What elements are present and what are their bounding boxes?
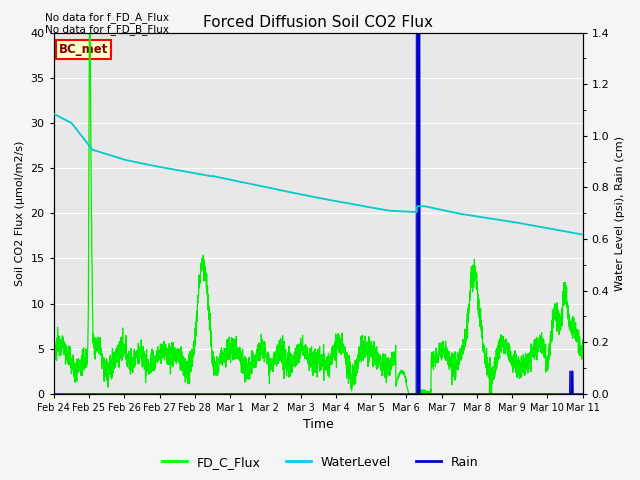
Y-axis label: Water Level (psi), Rain (cm): Water Level (psi), Rain (cm) bbox=[615, 136, 625, 291]
Text: BC_met: BC_met bbox=[59, 43, 108, 56]
X-axis label: Time: Time bbox=[303, 419, 333, 432]
Title: Forced Diffusion Soil CO2 Flux: Forced Diffusion Soil CO2 Flux bbox=[203, 15, 433, 30]
Y-axis label: Soil CO2 Flux (μmol/m2/s): Soil CO2 Flux (μmol/m2/s) bbox=[15, 141, 25, 286]
Text: No data for f_FD_B_Flux: No data for f_FD_B_Flux bbox=[45, 24, 169, 35]
Text: No data for f_FD_A_Flux: No data for f_FD_A_Flux bbox=[45, 12, 169, 23]
Legend: FD_C_Flux, WaterLevel, Rain: FD_C_Flux, WaterLevel, Rain bbox=[157, 451, 483, 474]
